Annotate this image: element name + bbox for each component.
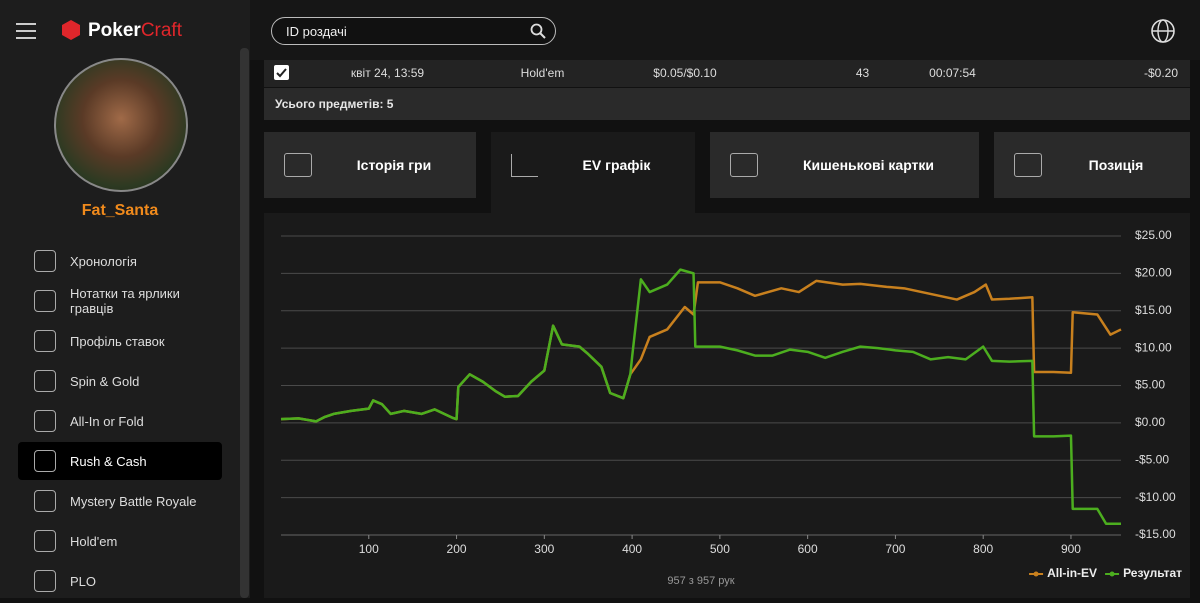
tab-label: Позиція — [1088, 157, 1144, 173]
menu-item[interactable]: Mystery Battle Royale — [18, 482, 222, 520]
y-tick-label: $15.00 — [1135, 303, 1172, 317]
legend-label: Результат — [1123, 566, 1182, 580]
y-tick-label: $5.00 — [1135, 378, 1165, 392]
menu-label: Профіль ставок — [70, 333, 165, 349]
table-cell: -$0.20 — [1143, 66, 1178, 80]
logo: PokerCraft — [88, 20, 182, 42]
table-row[interactable] — [264, 60, 1190, 87]
menu-label: Rush & Cash — [70, 453, 147, 469]
x-tick-label: 800 — [973, 542, 993, 556]
menu-icon — [34, 490, 56, 512]
logo-text: Craft — [140, 20, 182, 41]
menu-item[interactable]: PLO — [18, 562, 222, 600]
x-tick-label: 700 — [885, 542, 905, 556]
tab-label: Історія гри — [356, 157, 432, 173]
menu-icon — [34, 410, 56, 432]
menu-item[interactable]: Rush & Cash — [18, 442, 222, 480]
x-tick-label: 400 — [622, 542, 642, 556]
menu-item[interactable]: All-In or Fold — [18, 402, 222, 440]
legend-label: All-in-EV — [1047, 566, 1097, 580]
y-tick-label: $25.00 — [1135, 228, 1172, 242]
chart-footer: 957 з 957 рук — [667, 575, 734, 587]
table-cell: квіт 24, 13:59 — [350, 66, 425, 80]
series-line — [280, 279, 1122, 423]
menu-label: Нотатки та ярлики гравців — [70, 286, 180, 316]
x-tick-label: 900 — [1061, 542, 1081, 556]
menu-label: Mystery Battle Royale — [70, 493, 197, 509]
menu-item[interactable]: Хронологія — [18, 242, 222, 280]
avatar[interactable] — [54, 58, 188, 192]
logo-icon — [62, 20, 80, 40]
y-tick-label: $0.00 — [1135, 415, 1165, 429]
legend-swatch — [1109, 571, 1115, 577]
y-tick-label: -$10.00 — [1135, 490, 1176, 504]
menu-icon — [34, 570, 56, 592]
menu-icon[interactable] — [16, 22, 38, 40]
search-placeholder: ID роздачі — [286, 24, 347, 39]
tab-icon — [730, 153, 758, 177]
series-line — [280, 268, 1121, 526]
menu-item[interactable]: Spin & Gold — [18, 362, 222, 400]
menu-item[interactable]: Профіль ставок — [18, 322, 222, 360]
menu-label: Spin & Gold — [70, 373, 140, 389]
table-cell: Hold'em — [520, 66, 565, 80]
x-tick-label: 600 — [798, 542, 818, 556]
tab[interactable]: Історія гри — [264, 132, 476, 198]
username: Fat_Santa — [81, 202, 159, 219]
top-bar: ID роздачі — [250, 0, 1200, 60]
menu-icon — [34, 330, 56, 352]
y-tick-label: $20.00 — [1135, 266, 1172, 280]
tab[interactable]: EV графік — [491, 132, 695, 213]
menu-item[interactable]: Hold'em — [18, 522, 222, 560]
chart: $25.00 $20.00 $15.00 $10.00 $5.00 $0.00 -$5.00… — [280, 228, 1182, 587]
globe-icon[interactable] — [1150, 18, 1176, 44]
menu-icon — [34, 530, 56, 552]
search-icon[interactable] — [530, 23, 546, 39]
tab[interactable]: Кишенькові картки — [710, 132, 979, 198]
search-box[interactable]: ID роздачі — [271, 17, 556, 45]
y-tick-label: -$5.00 — [1135, 452, 1169, 466]
chart-panel: $25.00 $20.00 $15.00 $10.00 $5.00 $0.00 -$5.00… — [264, 213, 1190, 598]
menu-label: PLO — [70, 573, 97, 589]
menu-icon — [34, 450, 56, 472]
total-text: Усього предметів: 5 — [275, 97, 394, 111]
menu-label: Hold'em — [70, 533, 118, 549]
table-cell: 43 — [855, 66, 870, 80]
x-tick-label: 500 — [710, 542, 730, 556]
tab-icon — [284, 153, 312, 177]
tab-label: Кишенькові картки — [802, 157, 935, 173]
y-tick-label: -$15.00 — [1135, 527, 1176, 541]
logo-text: Poker — [88, 20, 141, 41]
menu-item[interactable]: Нотатки та ярлики гравців — [18, 282, 222, 320]
legend-swatch — [1033, 571, 1039, 577]
scrollbar[interactable] — [240, 48, 249, 598]
tab-label: EV графік — [582, 157, 651, 173]
y-tick-label: $10.00 — [1135, 340, 1172, 354]
sidebar: PokerCraft Fat_Santa Хронологія Нотатки т… — [0, 0, 250, 598]
menu-icon — [34, 370, 56, 392]
total-bar: Усього предметів: 5 — [264, 88, 1190, 120]
x-tick-label: 200 — [447, 542, 467, 556]
table-cell: $0.05/$0.10 — [653, 66, 717, 80]
tab[interactable]: Позиція — [994, 132, 1190, 198]
menu-label: All-In or Fold — [70, 413, 144, 429]
x-tick-label: 300 — [534, 542, 554, 556]
tab-icon — [1014, 153, 1042, 177]
menu-label: Хронологія — [70, 253, 137, 269]
menu-icon — [34, 290, 56, 312]
menu-icon — [34, 250, 56, 272]
table-cell: 00:07:54 — [929, 66, 976, 80]
tab-icon — [511, 154, 538, 177]
x-tick-label: 100 — [359, 542, 379, 556]
checkbox[interactable] — [274, 65, 289, 80]
